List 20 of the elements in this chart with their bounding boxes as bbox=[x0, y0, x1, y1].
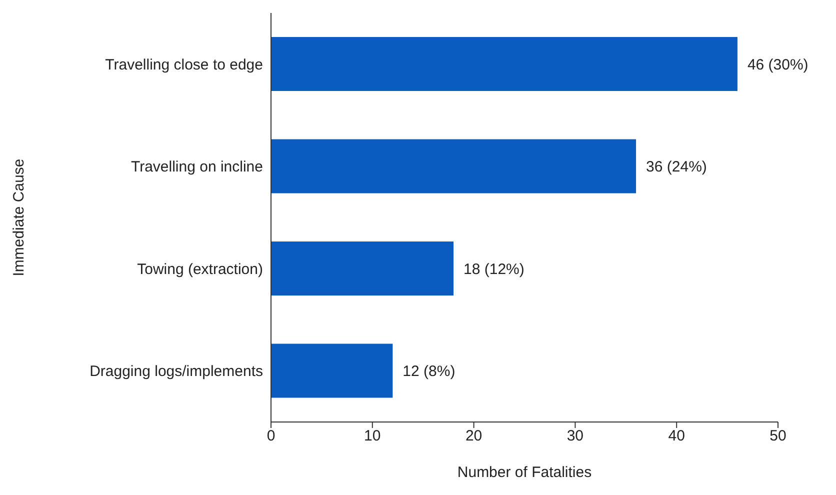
bar bbox=[271, 37, 738, 91]
bar bbox=[271, 139, 636, 194]
y-tick-label: Dragging logs/implements bbox=[90, 363, 263, 380]
y-tick-label: Travelling close to edge bbox=[105, 56, 263, 74]
y-tick-label: Travelling on incline bbox=[130, 158, 263, 176]
data-label: 46 (30%) bbox=[747, 56, 808, 74]
x-tick-label: 40 bbox=[668, 428, 685, 445]
x-tick-label: 10 bbox=[364, 428, 381, 445]
x-tick-label: 20 bbox=[465, 428, 482, 445]
data-label: 12 (8%) bbox=[402, 363, 456, 380]
x-tick-label: 50 bbox=[770, 428, 786, 445]
bar bbox=[271, 344, 393, 398]
x-tick-label: 0 bbox=[266, 428, 276, 445]
bar bbox=[271, 242, 454, 296]
y-tick-label: Towing (extraction) bbox=[137, 260, 263, 278]
data-label: 18 (12%) bbox=[464, 260, 524, 278]
x-tick-label: 30 bbox=[566, 428, 584, 445]
y-axis-title: Immediate Cause bbox=[10, 158, 28, 276]
data-label: 36 (24%) bbox=[646, 158, 707, 176]
x-axis-title: Number of Fatalities bbox=[457, 464, 592, 481]
